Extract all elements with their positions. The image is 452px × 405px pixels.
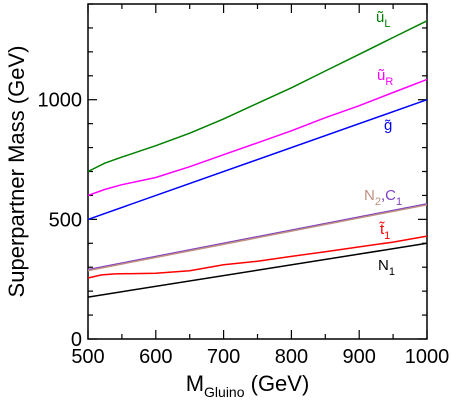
- y-tick-label: 1000: [38, 90, 83, 112]
- series-line-uL: [87, 20, 428, 173]
- x-tick-label: 700: [207, 346, 240, 368]
- axes-layer: 500 600 700 800 900 100005001000Superpartner …: [4, 3, 450, 400]
- series-label-N2C1_purple: N2,C1: [364, 187, 402, 208]
- y-tick-label: 0: [71, 329, 82, 351]
- series-layer: [87, 20, 428, 298]
- y-tick-label: 500: [49, 209, 82, 231]
- label-layer: ũL ũR g̃ N2,C1 t̃1 N1: [364, 9, 402, 278]
- series-line-stop1: [87, 235, 428, 279]
- series-label-gluino: g̃: [384, 117, 392, 134]
- x-axis-title: MGluino (GeV): [186, 371, 310, 400]
- series-label-stop1: t̃1: [378, 221, 390, 242]
- series-line-N1: [87, 242, 428, 298]
- series-line-uR: [87, 78, 428, 197]
- x-tick-label: 600: [139, 346, 172, 368]
- series-line-gluino: [87, 98, 428, 221]
- y-axis-title: Superpartner Mass (GeV): [4, 46, 29, 298]
- series-label-uL: ũL: [376, 9, 390, 30]
- series-label-N1: N1: [378, 257, 395, 278]
- x-tick-label: 1000: [405, 346, 450, 368]
- x-tick-label: 800: [275, 346, 308, 368]
- series-line-N2C1_tan: [87, 204, 428, 272]
- series-label-uR: ũR: [377, 67, 393, 88]
- x-tick-label: 500: [71, 346, 104, 368]
- series-line-N2C1_purple: [87, 203, 428, 271]
- x-tick-label: 900: [343, 346, 376, 368]
